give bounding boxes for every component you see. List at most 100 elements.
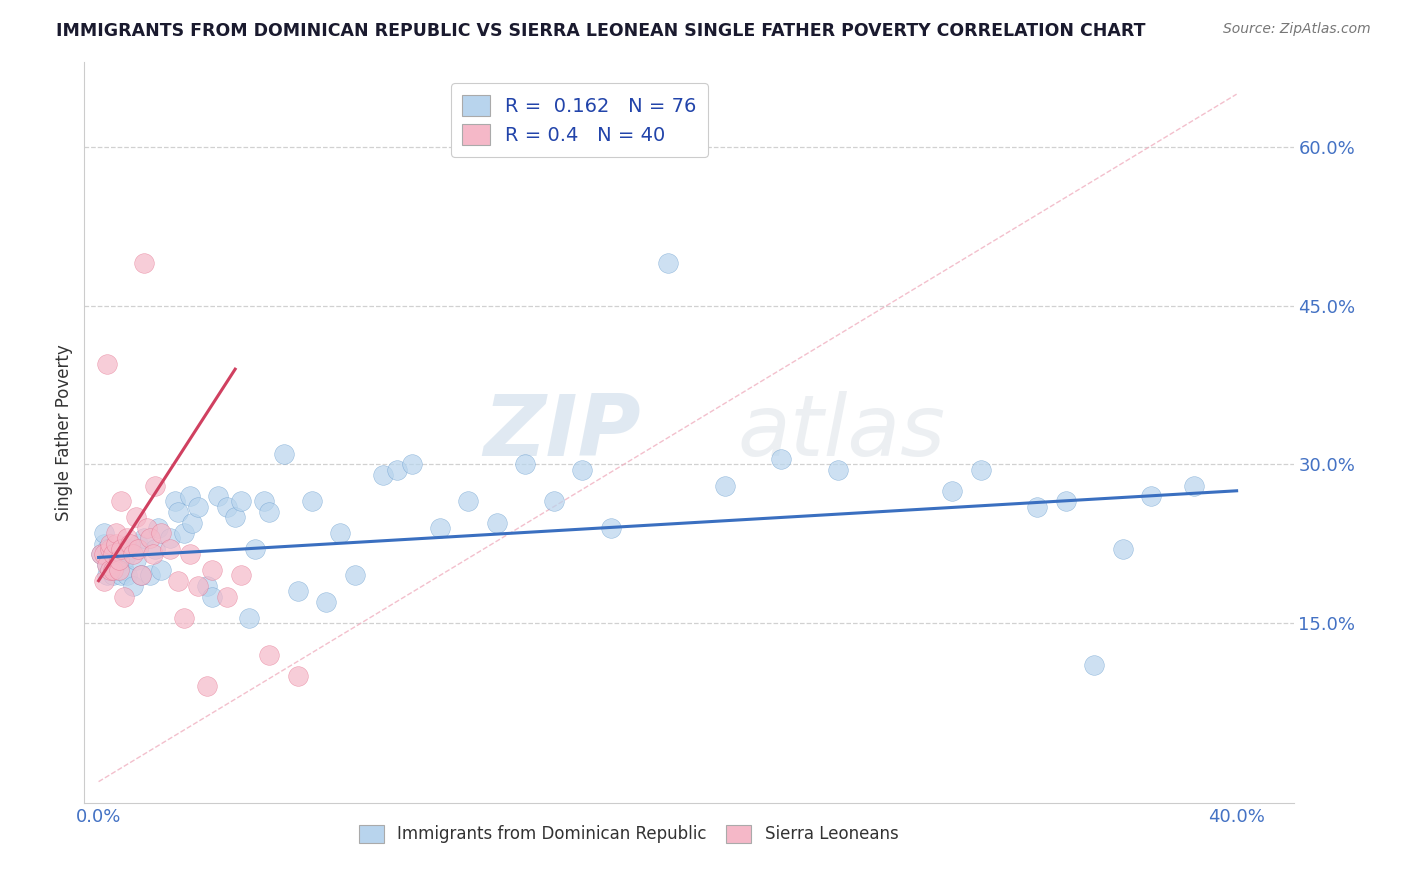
Point xyxy=(101,547,124,561)
Point xyxy=(115,568,138,582)
Point xyxy=(107,558,129,572)
Text: Source: ZipAtlas.com: Source: ZipAtlas.com xyxy=(1223,22,1371,37)
Point xyxy=(195,680,218,694)
Point xyxy=(259,648,281,662)
Point xyxy=(457,494,479,508)
Point xyxy=(181,516,204,530)
Point xyxy=(96,541,118,556)
Point xyxy=(165,494,187,508)
Point xyxy=(343,568,366,582)
Point xyxy=(1112,541,1135,556)
Point xyxy=(179,489,201,503)
Point xyxy=(148,521,170,535)
Point xyxy=(229,568,252,582)
Point xyxy=(115,547,138,561)
Point xyxy=(107,552,129,566)
Point xyxy=(129,568,152,582)
Point xyxy=(401,458,423,472)
Point xyxy=(941,483,963,498)
Point xyxy=(273,447,295,461)
Text: IMMIGRANTS FROM DOMINICAN REPUBLIC VS SIERRA LEONEAN SINGLE FATHER POVERTY CORRE: IMMIGRANTS FROM DOMINICAN REPUBLIC VS SI… xyxy=(56,22,1146,40)
Point xyxy=(127,541,149,556)
Point xyxy=(98,563,121,577)
Point xyxy=(195,579,218,593)
Point xyxy=(543,494,565,508)
Point xyxy=(112,590,135,604)
Point xyxy=(104,552,127,566)
Point xyxy=(132,256,155,270)
Point xyxy=(101,568,124,582)
Point xyxy=(167,574,190,588)
Point xyxy=(132,532,155,546)
Point xyxy=(599,521,621,535)
Point xyxy=(1140,489,1163,503)
Point xyxy=(429,521,451,535)
Point xyxy=(112,563,135,577)
Point xyxy=(215,590,238,604)
Point xyxy=(127,537,149,551)
Point xyxy=(243,541,266,556)
Point xyxy=(101,563,124,577)
Point xyxy=(107,563,129,577)
Point xyxy=(827,463,849,477)
Point xyxy=(187,500,209,514)
Point xyxy=(121,547,143,561)
Point xyxy=(387,463,409,477)
Point xyxy=(252,494,274,508)
Point xyxy=(173,611,195,625)
Point xyxy=(201,590,224,604)
Text: ZIP: ZIP xyxy=(482,391,641,475)
Point xyxy=(215,500,238,514)
Point xyxy=(229,494,252,508)
Point xyxy=(159,532,181,546)
Point xyxy=(93,526,115,541)
Text: atlas: atlas xyxy=(737,391,945,475)
Point xyxy=(98,563,121,577)
Y-axis label: Single Father Poverty: Single Father Poverty xyxy=(55,344,73,521)
Point xyxy=(139,568,162,582)
Point xyxy=(112,552,135,566)
Point xyxy=(121,579,143,593)
Point xyxy=(93,574,115,588)
Point xyxy=(1026,500,1049,514)
Point xyxy=(118,537,141,551)
Point xyxy=(90,547,112,561)
Point xyxy=(150,526,173,541)
Point xyxy=(329,526,352,541)
Point xyxy=(173,526,195,541)
Point xyxy=(115,532,138,546)
Point xyxy=(150,563,173,577)
Point xyxy=(187,579,209,593)
Point xyxy=(110,541,132,556)
Point xyxy=(90,547,112,561)
Point xyxy=(1182,478,1205,492)
Point xyxy=(110,494,132,508)
Point xyxy=(96,568,118,582)
Point xyxy=(259,505,281,519)
Point xyxy=(145,541,167,556)
Point xyxy=(139,532,162,546)
Point xyxy=(118,541,141,556)
Point xyxy=(124,552,146,566)
Point xyxy=(315,595,337,609)
Point xyxy=(98,547,121,561)
Point xyxy=(107,547,129,561)
Point xyxy=(129,568,152,582)
Point xyxy=(101,552,124,566)
Point xyxy=(159,541,181,556)
Point xyxy=(124,510,146,524)
Point xyxy=(485,516,508,530)
Point xyxy=(969,463,991,477)
Point xyxy=(657,256,679,270)
Point xyxy=(98,541,121,556)
Point xyxy=(287,584,309,599)
Legend: Immigrants from Dominican Republic, Sierra Leoneans: Immigrants from Dominican Republic, Sier… xyxy=(352,818,905,850)
Point xyxy=(96,558,118,572)
Point xyxy=(224,510,246,524)
Point xyxy=(96,558,118,572)
Point xyxy=(145,478,167,492)
Point xyxy=(515,458,537,472)
Point xyxy=(110,568,132,582)
Point xyxy=(98,537,121,551)
Point xyxy=(104,563,127,577)
